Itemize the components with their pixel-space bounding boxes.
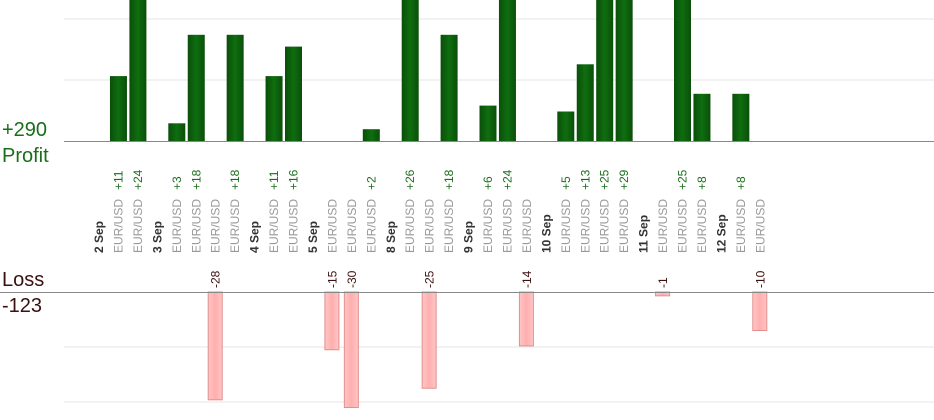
loss-value-label: -28 xyxy=(209,270,223,288)
pair-label: EUR/USD xyxy=(695,199,709,253)
profit-bar xyxy=(596,0,614,141)
profit-bar xyxy=(109,76,127,141)
profit-bar xyxy=(362,129,380,141)
loss-bar xyxy=(752,291,768,331)
pair-label: EUR/USD xyxy=(500,199,514,253)
pair-label: EUR/USD xyxy=(520,199,534,253)
pair-label: EUR/USD xyxy=(209,199,223,253)
profit-bar xyxy=(168,123,186,141)
profit-bar xyxy=(693,93,711,141)
pair-label: EUR/USD xyxy=(228,199,242,253)
profit-bar xyxy=(401,0,419,141)
profit-label: Profit xyxy=(2,145,49,167)
profit-total: +290 xyxy=(2,119,48,141)
profit-value-label: +2 xyxy=(364,176,378,190)
pair-label: EUR/USD xyxy=(170,199,184,253)
loss-total: -123 xyxy=(2,295,43,317)
profit-bar xyxy=(285,46,302,141)
loss-bar xyxy=(207,291,223,401)
loss-bar xyxy=(324,291,340,351)
profit-value-label: +25 xyxy=(598,169,612,190)
pair-label: EUR/USD xyxy=(617,199,631,253)
pair-label: EUR/USD xyxy=(481,199,495,253)
profit-value-label: +16 xyxy=(287,169,301,190)
pair-label: EUR/USD xyxy=(656,199,670,253)
profit-value-label: +11 xyxy=(111,170,125,190)
pair-label: EUR/USD xyxy=(734,199,748,253)
date-label: 5 Sep xyxy=(306,221,320,253)
profit-value-label: +8 xyxy=(734,176,748,190)
pair-label: EUR/USD xyxy=(676,199,690,253)
date-label: 9 Sep xyxy=(462,221,476,253)
profit-value-label: +11 xyxy=(267,170,281,190)
pair-label: EUR/USD xyxy=(753,199,767,253)
profit-value-label: +5 xyxy=(559,176,573,190)
profit-value-label: +24 xyxy=(131,169,145,190)
loss-label: Loss xyxy=(2,269,45,291)
profit-value-label: +25 xyxy=(676,169,690,190)
profit-value-label: +18 xyxy=(228,169,242,190)
date-label: 2 Sep xyxy=(92,221,106,253)
profit-bar xyxy=(576,64,594,141)
profit-bar xyxy=(674,0,691,141)
date-label: 10 Sep xyxy=(539,214,553,253)
profit-bar xyxy=(615,0,633,141)
profit-bar xyxy=(732,93,750,141)
loss-bar xyxy=(343,291,359,408)
date-label: 4 Sep xyxy=(248,221,262,253)
pair-label: EUR/USD xyxy=(111,199,125,253)
profit-bar xyxy=(440,34,458,141)
date-label: 11 Sep xyxy=(637,215,651,253)
profit-value-label: +26 xyxy=(403,169,417,190)
pair-label: EUR/USD xyxy=(442,199,456,253)
loss-value-label: -10 xyxy=(753,270,767,288)
profit-bar xyxy=(498,0,516,141)
date-label: 12 Sep xyxy=(714,214,728,253)
pair-label: EUR/USD xyxy=(267,199,281,253)
pair-label: EUR/USD xyxy=(325,199,339,253)
pair-label: EUR/USD xyxy=(559,199,573,253)
pair-label: EUR/USD xyxy=(423,199,437,253)
pair-label: EUR/USD xyxy=(598,199,612,253)
profit-value-label: +13 xyxy=(578,169,592,190)
profit-value-label: +6 xyxy=(481,176,495,190)
loss-value-label: -15 xyxy=(325,270,339,288)
loss-value-label: -1 xyxy=(656,277,670,288)
profit-bar xyxy=(265,76,283,141)
loss-bar xyxy=(518,291,534,347)
loss-bar xyxy=(421,291,437,389)
profit-bar xyxy=(129,0,147,141)
profit-bar xyxy=(187,34,205,141)
loss-value-label: -25 xyxy=(423,270,437,288)
pair-label: EUR/USD xyxy=(345,199,359,253)
date-label: 3 Sep xyxy=(150,221,164,253)
pair-label: EUR/USD xyxy=(578,199,592,253)
profit-bar xyxy=(557,111,575,141)
profit-value-label: +29 xyxy=(617,169,631,190)
pair-label: EUR/USD xyxy=(287,199,301,253)
profit-value-label: +24 xyxy=(500,169,514,190)
date-label: 8 Sep xyxy=(384,221,398,253)
profit-value-label: +18 xyxy=(189,169,203,190)
profit-value-label: +8 xyxy=(695,176,709,190)
profit-bar xyxy=(226,34,244,141)
pair-label: EUR/USD xyxy=(131,199,145,253)
loss-value-label: -14 xyxy=(520,270,534,288)
pair-label: EUR/USD xyxy=(364,199,378,253)
pair-label: EUR/USD xyxy=(403,199,417,253)
pair-label: EUR/USD xyxy=(189,199,203,253)
loss-value-label: -30 xyxy=(345,270,359,288)
profit-value-label: +3 xyxy=(170,176,184,190)
profit-bar xyxy=(479,105,497,141)
profit-value-label: +18 xyxy=(442,169,456,190)
